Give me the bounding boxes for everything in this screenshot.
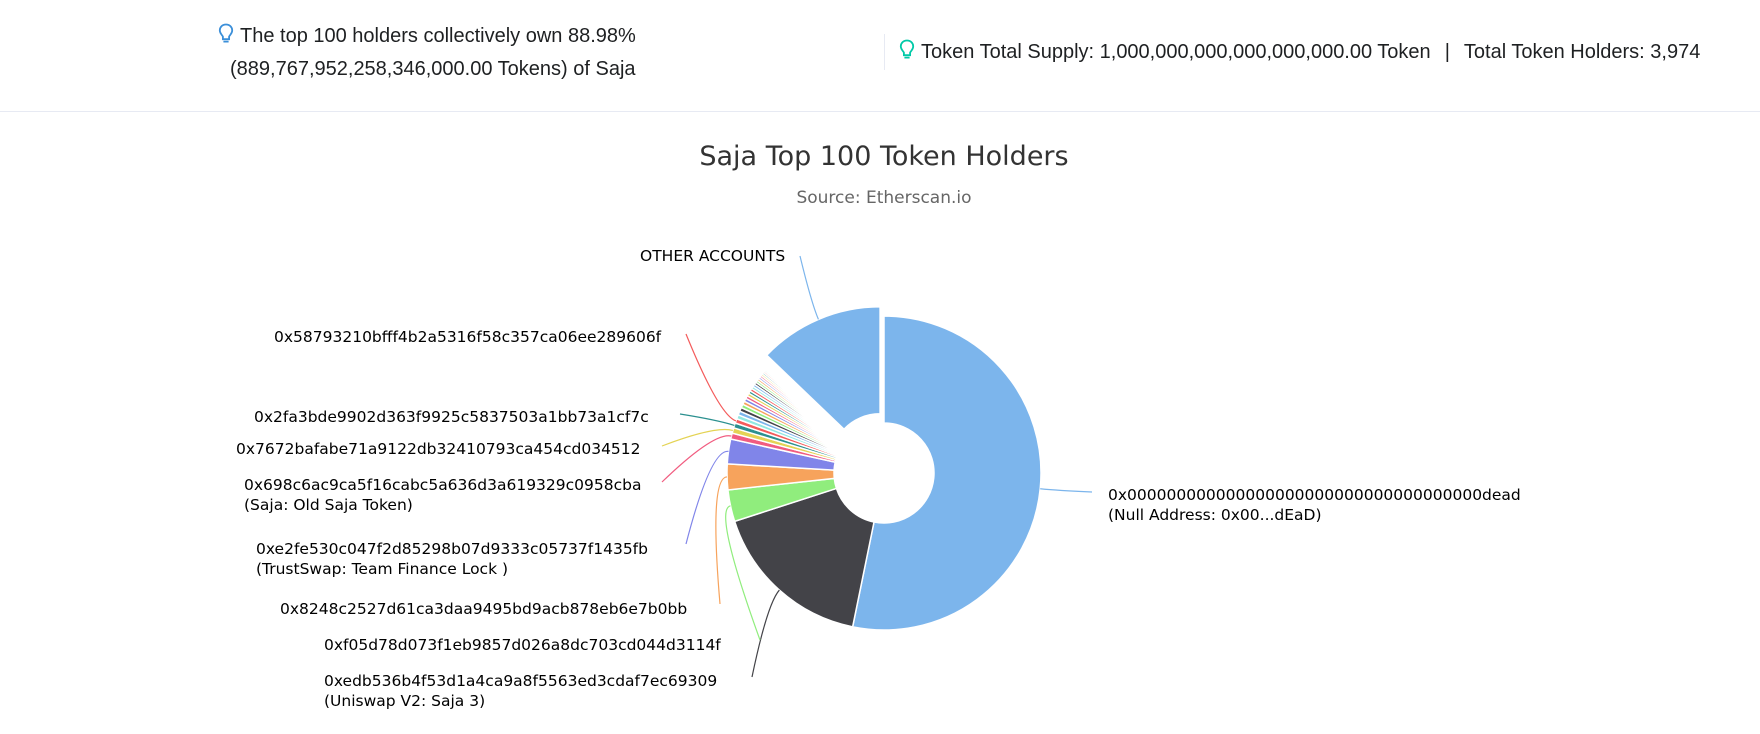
data-label: OTHER ACCOUNTS bbox=[640, 247, 785, 265]
summary-separator: | bbox=[1444, 41, 1450, 63]
lightbulb-icon bbox=[899, 39, 915, 59]
data-label: 0x698c6ac9ca5f16cabc5a636d3a619329c0958c… bbox=[244, 476, 641, 514]
data-label-address: 0x8248c2527d61ca3daa9495bd9acb878eb6e7b0… bbox=[280, 600, 687, 618]
pie-chart-canvas: Saja Top 100 Token Holders Source: Ether… bbox=[236, 141, 1521, 710]
data-label-connectors bbox=[661, 255, 1093, 678]
label-connector bbox=[751, 589, 780, 678]
data-label-name: (Saja: Old Saja Token) bbox=[244, 496, 413, 514]
pie-slices bbox=[726, 306, 1042, 631]
data-label-address: 0xf05d78d073f1eb9857d026a8dc703cd044d311… bbox=[324, 636, 721, 654]
label-connector bbox=[1040, 488, 1093, 493]
label-connector bbox=[715, 476, 728, 605]
data-label-address: 0xe2fe530c047f2d85298b07d9333c05737f1435… bbox=[256, 540, 648, 558]
lightbulb-icon bbox=[218, 23, 234, 43]
label-connector bbox=[661, 428, 734, 447]
label-connector bbox=[685, 450, 729, 545]
label-connector bbox=[679, 413, 735, 426]
data-label: 0x7672bafabe71a9122db32410793ca454cd0345… bbox=[236, 440, 641, 458]
data-label-name: (Null Address: 0x00...dEaD) bbox=[1108, 506, 1322, 524]
pie-slice[interactable] bbox=[851, 315, 1042, 631]
holders-summary-bar: The top 100 holders collectively own 88.… bbox=[0, 0, 1760, 112]
top-holders-line-1: The top 100 holders collectively own 88.… bbox=[240, 25, 636, 47]
chart-title: Saja Top 100 Token Holders bbox=[699, 141, 1068, 172]
data-label-address: 0x698c6ac9ca5f16cabc5a636d3a619329c0958c… bbox=[244, 476, 641, 494]
data-label-name: (Uniswap V2: Saja 3) bbox=[324, 692, 485, 710]
label-connector bbox=[661, 435, 732, 483]
data-label: 0xedb536b4f53d1a4ca9a8f5563ed3cdaf7ec693… bbox=[324, 672, 717, 710]
data-label-address: 0x000000000000000000000000000000000000de… bbox=[1108, 486, 1521, 504]
data-labels: 0x000000000000000000000000000000000000de… bbox=[236, 247, 1521, 710]
pie-slice[interactable] bbox=[768, 363, 849, 440]
label-connector bbox=[725, 505, 761, 641]
total-supply-text: Token Total Supply: 1,000,000,000,000,00… bbox=[921, 41, 1431, 63]
data-label-address: 0x7672bafabe71a9122db32410793ca454cd0345… bbox=[236, 440, 641, 458]
label-connector bbox=[685, 333, 737, 422]
data-label-address: 0x2fa3bde9902d363f9925c5837503a1bb73a1cf… bbox=[254, 408, 649, 426]
top-holders-line-2: (889,767,952,258,346,000.00 Tokens) of S… bbox=[230, 58, 636, 80]
token-holders-chart: Saja Top 100 Token Holders Source: Ether… bbox=[0, 112, 1760, 734]
data-label: 0xe2fe530c047f2d85298b07d9333c05737f1435… bbox=[256, 540, 648, 578]
data-label: 0x000000000000000000000000000000000000de… bbox=[1108, 486, 1521, 524]
data-label-address: OTHER ACCOUNTS bbox=[640, 247, 785, 265]
total-holders-text: Total Token Holders: 3,974 bbox=[1463, 41, 1701, 63]
data-label: 0x8248c2527d61ca3daa9495bd9acb878eb6e7b0… bbox=[280, 600, 687, 618]
pie-slice[interactable] bbox=[733, 487, 875, 628]
supply-summary: Token Total Supply: 1,000,000,000,000,00… bbox=[884, 34, 1700, 70]
data-label: 0x2fa3bde9902d363f9925c5837503a1bb73a1cf… bbox=[254, 408, 649, 426]
data-label: 0xf05d78d073f1eb9857d026a8dc703cd044d311… bbox=[324, 636, 721, 654]
chart-subtitle: Source: Etherscan.io bbox=[796, 188, 971, 208]
data-label-name: (TrustSwap: Team Finance Lock ) bbox=[256, 560, 508, 578]
top-holders-summary: The top 100 holders collectively own 88.… bbox=[218, 20, 636, 86]
label-connector bbox=[799, 255, 819, 320]
data-label: 0x58793210bfff4b2a5316f58c357ca06ee28960… bbox=[274, 328, 662, 346]
data-label-address: 0x58793210bfff4b2a5316f58c357ca06ee28960… bbox=[274, 328, 662, 346]
pie-slice[interactable] bbox=[765, 306, 881, 431]
data-label-address: 0xedb536b4f53d1a4ca9a8f5563ed3cdaf7ec693… bbox=[324, 672, 717, 690]
